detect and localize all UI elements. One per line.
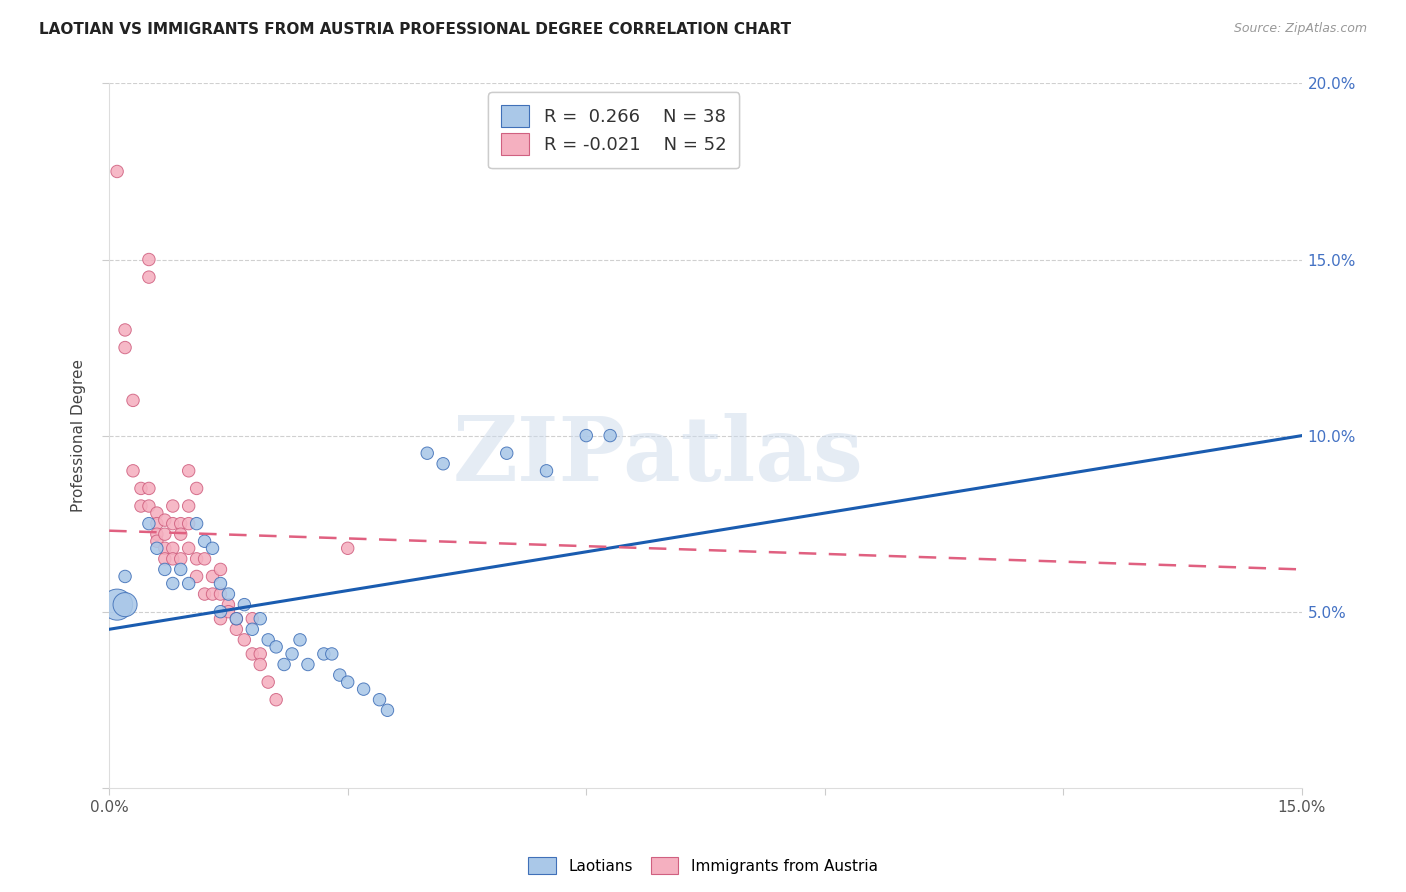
Point xyxy=(146,541,169,556)
Point xyxy=(153,552,176,566)
Point xyxy=(186,569,208,583)
Point xyxy=(209,587,232,601)
Point xyxy=(233,598,256,612)
Point xyxy=(233,632,256,647)
Point xyxy=(432,457,454,471)
Point xyxy=(153,562,176,576)
Point xyxy=(162,499,184,513)
Point xyxy=(114,341,136,355)
Point xyxy=(377,703,399,717)
Point xyxy=(329,668,352,682)
Point xyxy=(138,516,160,531)
Point xyxy=(288,632,311,647)
Point xyxy=(217,598,239,612)
Point xyxy=(575,428,598,442)
Text: ZIPatlas: ZIPatlas xyxy=(453,413,863,500)
Point xyxy=(257,632,280,647)
Point xyxy=(170,562,193,576)
Point xyxy=(114,598,136,612)
Point xyxy=(129,482,152,496)
Point xyxy=(336,675,359,690)
Point xyxy=(194,552,217,566)
Point xyxy=(146,534,169,549)
Point xyxy=(105,598,128,612)
Point xyxy=(177,516,200,531)
Point xyxy=(170,527,193,541)
Point xyxy=(273,657,295,672)
Point xyxy=(153,541,176,556)
Point xyxy=(177,541,200,556)
Legend: R =  0.266    N = 38, R = -0.021    N = 52: R = 0.266 N = 38, R = -0.021 N = 52 xyxy=(488,93,740,168)
Point xyxy=(105,164,128,178)
Point xyxy=(321,647,343,661)
Point xyxy=(146,527,169,541)
Point xyxy=(122,393,145,408)
Point xyxy=(353,682,375,697)
Point xyxy=(138,499,160,513)
Point xyxy=(186,516,208,531)
Point xyxy=(138,270,160,285)
Point xyxy=(122,464,145,478)
Point xyxy=(217,605,239,619)
Point xyxy=(177,576,200,591)
Point xyxy=(201,569,224,583)
Point xyxy=(209,605,232,619)
Point xyxy=(225,622,247,636)
Point xyxy=(249,647,271,661)
Point xyxy=(114,323,136,337)
Point xyxy=(162,541,184,556)
Point xyxy=(201,587,224,601)
Point xyxy=(186,552,208,566)
Point xyxy=(153,513,176,527)
Point xyxy=(170,552,193,566)
Point xyxy=(177,464,200,478)
Point xyxy=(114,569,136,583)
Point xyxy=(264,640,287,654)
Point xyxy=(201,541,224,556)
Point xyxy=(217,587,239,601)
Point xyxy=(177,499,200,513)
Point xyxy=(249,657,271,672)
Point xyxy=(153,527,176,541)
Point xyxy=(264,692,287,706)
Point xyxy=(162,576,184,591)
Point xyxy=(170,516,193,531)
Point xyxy=(249,612,271,626)
Point xyxy=(297,657,319,672)
Point xyxy=(162,552,184,566)
Point xyxy=(138,482,160,496)
Point xyxy=(209,612,232,626)
Legend: Laotians, Immigrants from Austria: Laotians, Immigrants from Austria xyxy=(522,851,884,880)
Point xyxy=(240,622,263,636)
Y-axis label: Professional Degree: Professional Degree xyxy=(72,359,86,512)
Point xyxy=(194,534,217,549)
Point xyxy=(281,647,304,661)
Point xyxy=(209,576,232,591)
Point xyxy=(146,516,169,531)
Point xyxy=(240,612,263,626)
Point xyxy=(225,612,247,626)
Point xyxy=(186,482,208,496)
Point xyxy=(146,506,169,520)
Point xyxy=(129,499,152,513)
Point xyxy=(240,647,263,661)
Point xyxy=(495,446,517,460)
Point xyxy=(368,692,391,706)
Point xyxy=(162,516,184,531)
Point xyxy=(536,464,558,478)
Text: Source: ZipAtlas.com: Source: ZipAtlas.com xyxy=(1233,22,1367,36)
Point xyxy=(225,612,247,626)
Point xyxy=(257,675,280,690)
Point xyxy=(599,428,621,442)
Point xyxy=(194,587,217,601)
Point xyxy=(312,647,335,661)
Point xyxy=(336,541,359,556)
Point xyxy=(138,252,160,267)
Point xyxy=(416,446,439,460)
Point xyxy=(209,562,232,576)
Text: LAOTIAN VS IMMIGRANTS FROM AUSTRIA PROFESSIONAL DEGREE CORRELATION CHART: LAOTIAN VS IMMIGRANTS FROM AUSTRIA PROFE… xyxy=(39,22,792,37)
